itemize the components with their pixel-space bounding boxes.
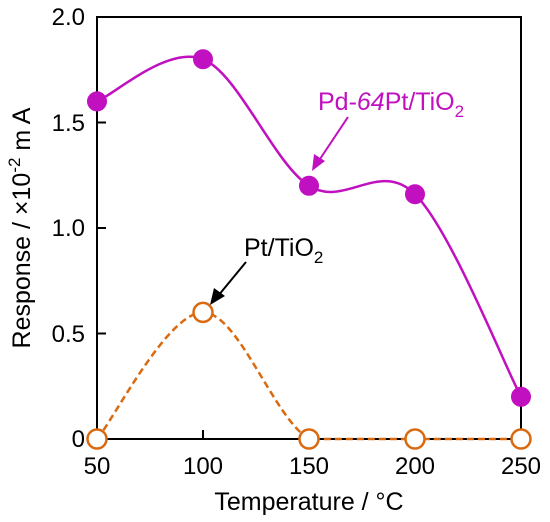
y-tick-label: 1.5: [52, 110, 85, 137]
pt-tio2-point: [510, 428, 532, 450]
x-tick-label: 150: [289, 453, 329, 480]
pt-tio2-point: [192, 301, 214, 324]
x-tick-label: 250: [501, 453, 541, 480]
pd-64pt-tio2-point: [299, 175, 319, 196]
arrow-pt-head: [210, 288, 225, 305]
series-label-pt-subscript: 2: [314, 248, 323, 267]
y-axis-title: Response / ×10-2 m A: [5, 107, 36, 348]
y-tick-label: 1.0: [52, 215, 85, 242]
arrow-pt: [210, 261, 247, 305]
pd-64pt-tio2-point: [87, 91, 107, 112]
arrow-pd-64pt: [312, 116, 349, 171]
series-label-pd-64pt-suffix: Pt/TiO: [385, 88, 455, 116]
y-axis-title-main: Response / ×10: [8, 173, 36, 349]
pt-tio2-point: [86, 428, 108, 450]
pt-tio2-line: [96, 311, 521, 441]
arrow-pd-64pt-line: [317, 116, 349, 163]
series-label-pd-64pt: Pd-64Pt/TiO2: [318, 88, 464, 121]
series-label-pt: Pt/TiO2: [244, 234, 323, 267]
pd-64pt-tio2-point: [405, 184, 425, 205]
y-tick-label: 0: [72, 426, 85, 453]
x-axis-title: Temperature / °C: [214, 488, 403, 516]
y-tick-label: 0.5: [52, 321, 85, 348]
y-tick-label: 2.0: [52, 4, 85, 31]
pt-tio2-point: [298, 428, 320, 450]
series-label-pd-64pt-prefix: Pd-: [318, 88, 357, 116]
pd-64pt-tio2-point: [511, 386, 531, 407]
series-pt-tio2: [86, 301, 532, 450]
series-pd-64pt-tio2: [87, 49, 531, 407]
series-label-pd-64pt-number: 64: [357, 88, 385, 116]
y-ticks: [97, 16, 106, 440]
x-tick-label: 100: [183, 453, 223, 480]
pt-tio2-point: [404, 428, 426, 450]
arrow-pd-64pt-head: [312, 154, 325, 171]
y-axis-title-unit: m A: [8, 107, 36, 150]
x-tick-label: 200: [395, 453, 435, 480]
arrow-pt-line: [217, 261, 247, 297]
x-tick-label: 50: [84, 453, 111, 480]
series-label-pt-main: Pt/TiO: [244, 234, 314, 262]
pd-64pt-tio2-point: [193, 49, 213, 70]
y-axis-title-spacer: [8, 151, 36, 158]
series-label-pd-64pt-subscript: 2: [455, 102, 464, 121]
y-axis-title-exponent: -2: [5, 158, 24, 173]
plot-frame: [96, 16, 522, 440]
